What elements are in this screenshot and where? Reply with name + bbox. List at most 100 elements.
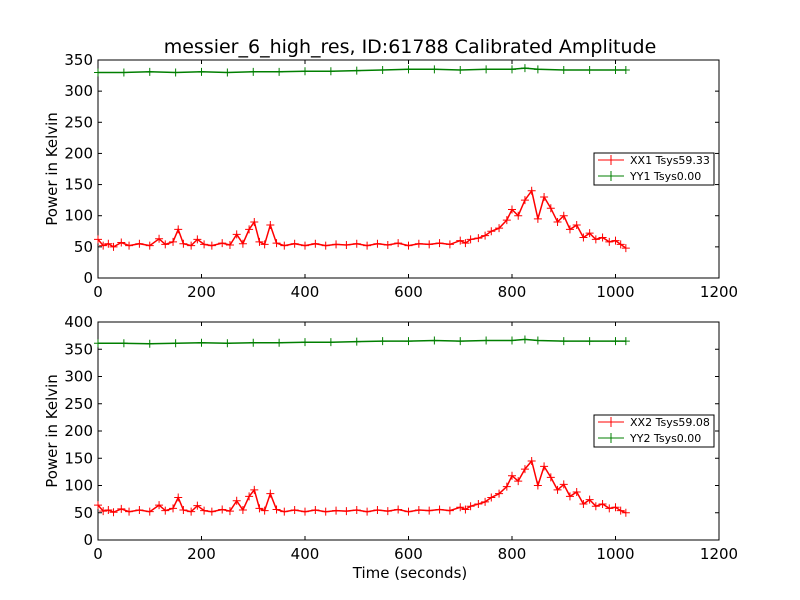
bottom-series-1-point: [430, 336, 439, 345]
bottom-x-tick-label: 800: [498, 545, 527, 563]
bottom-legend-box: [593, 414, 715, 448]
top-series-1-point: [611, 65, 620, 74]
bottom-series-0-point: [474, 500, 483, 509]
bottom-series-0-point: [352, 506, 361, 515]
top-series-0-point: [616, 240, 625, 249]
bottom-y-tick-label: 50: [74, 504, 93, 522]
bottom-series-1-point: [378, 337, 387, 346]
bottom-series-0-point: [425, 506, 434, 515]
top-series-0-point: [363, 241, 372, 250]
top-y-tick-label: 100: [64, 207, 93, 225]
top-series-1-point: [352, 66, 361, 75]
bottom-series-1-point: [585, 337, 594, 346]
top-series-0-point: [301, 241, 309, 250]
bottom-y-tick-label: 0: [83, 531, 93, 549]
top-series-0-point: [546, 204, 555, 213]
top-series-1-point: [585, 65, 594, 74]
bottom-series-0-point: [125, 507, 134, 516]
bottom-x-axis-label: Time (seconds): [352, 564, 468, 582]
bottom-series-0-point: [179, 506, 188, 515]
bottom-legend-label-xx2: XX2 Tsys59.08: [630, 416, 710, 429]
top-series-1-point: [223, 68, 232, 77]
top-series-1-point: [430, 65, 439, 74]
top-legend-marker-xx1: [606, 155, 616, 165]
bottom-series-0-point: [232, 496, 241, 505]
bottom-legend-label-yy2: YY2 Tsys0.00: [629, 432, 701, 445]
bottom-series-0-point: [169, 504, 178, 513]
bottom-series-0-point: [363, 507, 372, 516]
top-series-0-point: [179, 239, 188, 248]
top-series-1-point: [249, 67, 258, 76]
top-series-1-point: [326, 67, 335, 76]
top-series-0-point: [94, 235, 102, 244]
top-series-0-point: [474, 234, 483, 243]
bottom-series-0-point: [104, 506, 113, 515]
top-series-0-point: [174, 225, 183, 234]
top-series-0-point: [533, 214, 542, 223]
bottom-series-0-point: [250, 485, 259, 494]
bottom-series-0-point: [342, 507, 351, 516]
top-legend: XX1 Tsys59.33 YY1 Tsys0.00: [593, 152, 715, 186]
bottom-y-tick-label: 250: [64, 395, 93, 413]
top-series-0-point: [272, 239, 281, 248]
top-series-0-point: [321, 241, 330, 250]
bottom-series-1-point: [275, 338, 284, 347]
top-series-0-point: [487, 227, 496, 236]
bottom-series-0-point: [404, 507, 413, 516]
top-series-1-point: [301, 67, 309, 76]
bottom-series-0-point: [579, 500, 588, 509]
top-series-0-point: [404, 241, 413, 250]
bottom-series-0-point: [598, 500, 607, 509]
top-y-tick-label: 350: [64, 51, 93, 69]
bottom-series-1-point: [223, 339, 232, 348]
bottom-series-0-point: [445, 506, 454, 515]
bottom-series-1-point: [352, 337, 361, 346]
bottom-y-tick-label: 200: [64, 422, 93, 440]
top-y-tick-label: 300: [64, 82, 93, 100]
top-series-0-point: [125, 241, 134, 250]
top-series-0-point: [591, 235, 600, 244]
bottom-series-0-point: [238, 506, 247, 515]
bottom-series-0-point: [514, 477, 523, 486]
top-series-0-point: [435, 239, 444, 248]
bottom-series-0-point: [145, 507, 154, 516]
top-series-0-point: [161, 240, 170, 249]
top-x-tick-label: 800: [498, 283, 527, 301]
bottom-series-0-point: [508, 471, 516, 480]
bottom-y-tick-label: 150: [64, 449, 93, 467]
top-series-0-point: [266, 221, 275, 230]
bottom-panel: 0 200 400 600 800 1000 1200 0 50 100 150 200 250 300 3…: [43, 313, 738, 582]
bottom-y-tick-label: 350: [64, 340, 93, 358]
top-series-0-point: [145, 241, 154, 250]
top-series-0-point: [481, 231, 490, 240]
bottom-x-tick-label: 200: [187, 545, 216, 563]
bottom-series-0-point: [321, 507, 330, 516]
top-series-0-point: [290, 239, 299, 248]
top-series-0-point: [352, 239, 361, 248]
bottom-series-0-point: [311, 506, 320, 515]
top-legend-box: [593, 152, 715, 186]
bottom-series-0-point: [435, 505, 444, 514]
bottom-series-0-point: [187, 507, 196, 516]
bottom-series-0-point: [461, 505, 470, 514]
bottom-x-tick-label: 400: [291, 545, 320, 563]
bottom-legend-marker-xx2: [606, 417, 616, 427]
bottom-series-1-point: [326, 338, 335, 347]
bottom-series-1-point: [611, 337, 620, 346]
bottom-series-0-point: [272, 505, 281, 514]
top-series-0-point: [238, 239, 247, 248]
bottom-series-0-point: [585, 495, 594, 504]
bottom-x-tick-label: 0: [93, 545, 103, 563]
top-series-0-point: [99, 241, 108, 250]
bottom-series-0-point: [161, 506, 170, 515]
top-y-tick-label: 250: [64, 113, 93, 131]
bottom-series-0-point: [280, 507, 289, 516]
top-y-axis-label: Power in Kelvin: [43, 112, 61, 226]
top-series-0-point: [311, 239, 320, 248]
bottom-y-tick-label: 100: [64, 477, 93, 495]
bottom-legend-marker-yy2: [606, 433, 616, 443]
bottom-y-axis-label: Power in Kelvin: [43, 374, 61, 488]
top-series-0-point: [207, 241, 216, 250]
bottom-series-0-point: [527, 456, 536, 465]
